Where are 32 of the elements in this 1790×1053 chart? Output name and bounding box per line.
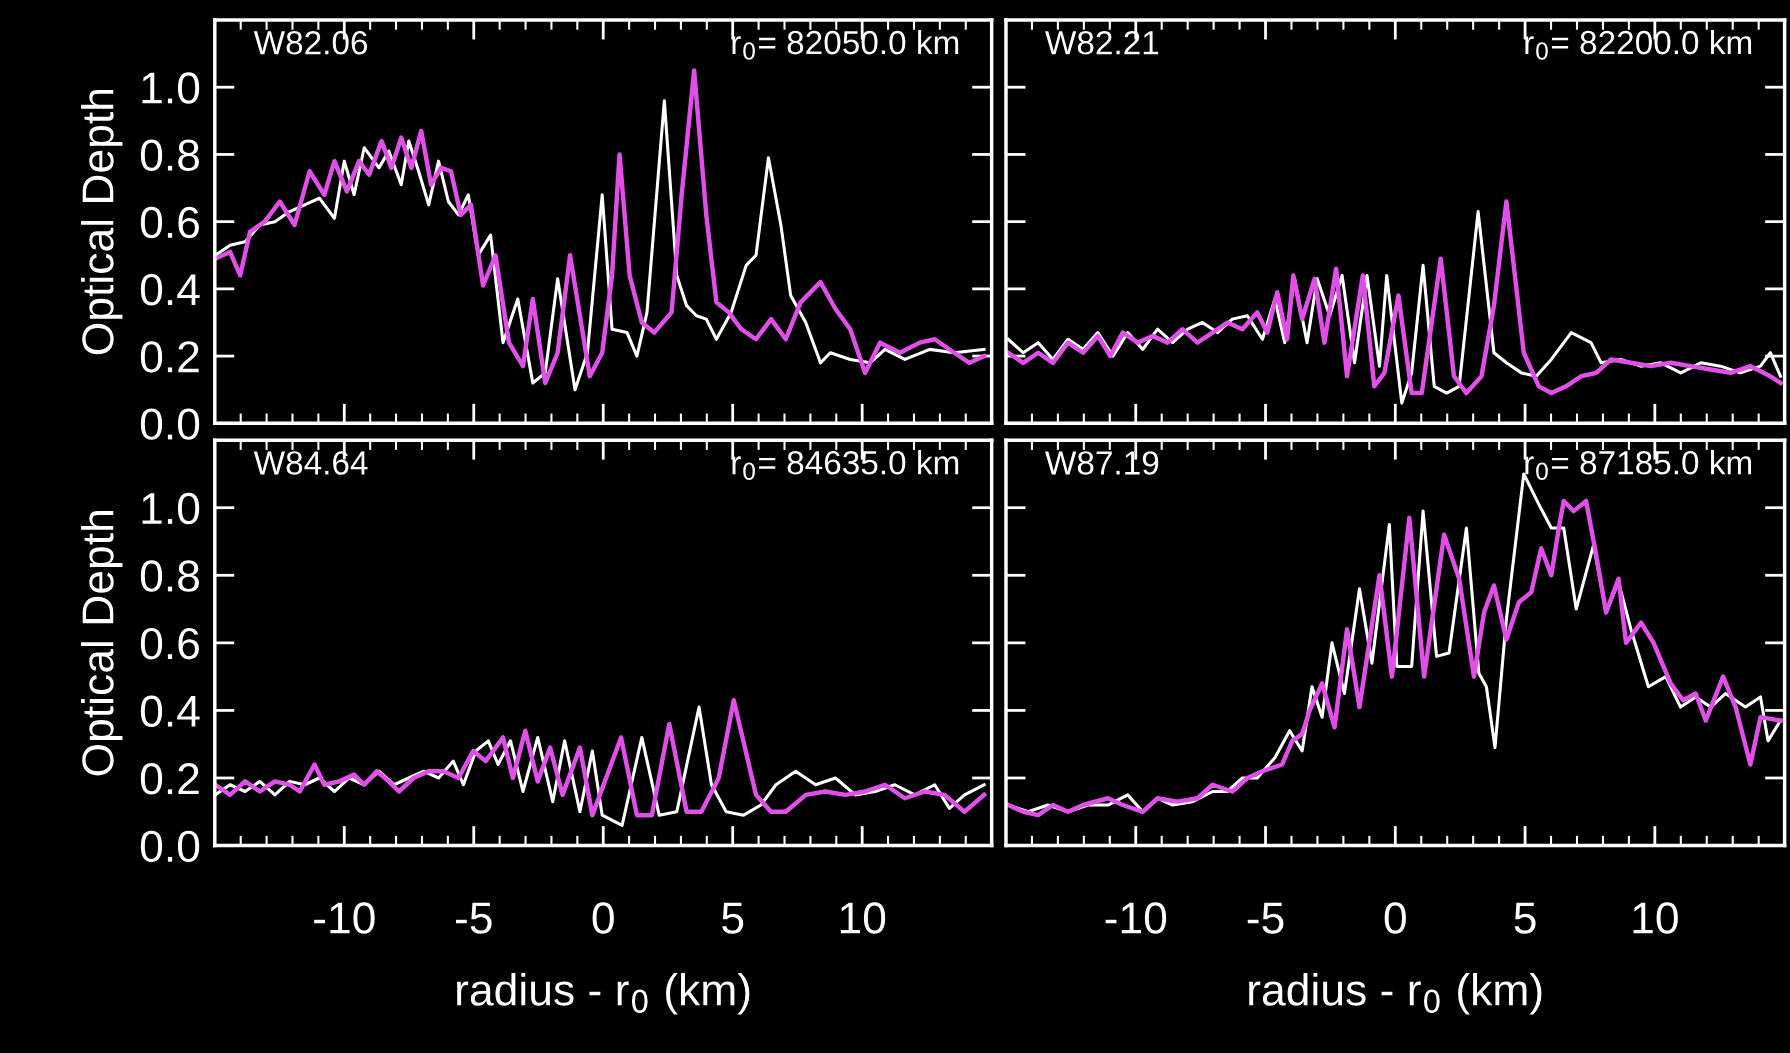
x-tick-label: 5: [1514, 902, 1536, 934]
y-tick-label: 0.2: [140, 763, 199, 795]
x-axis-title: radius - r$_{0}$ (km): [1249, 973, 1542, 1015]
annotation: r$_{0}$= 87185.0 km: [1525, 450, 1752, 481]
y-tick-label: 0.8: [140, 560, 199, 592]
y-tick-label: 1.0: [142, 492, 200, 525]
y-tick-label: 0.4: [140, 695, 200, 727]
x-tick-label: -10: [314, 902, 375, 934]
y-tick-label: 1.0: [142, 72, 200, 104]
y-tick-label: 0.8: [140, 139, 199, 171]
y-axis-title: Optical Depth: [81, 89, 123, 355]
x-axis-title: radius - r$_{0}$ (km): [457, 973, 750, 1015]
annotation: W82.06: [253, 30, 368, 55]
y-tick-label: 0.0: [140, 830, 200, 863]
x-tick-label: -5: [455, 902, 492, 934]
x-tick-label: 0: [1384, 902, 1406, 934]
x-tick-label: 10: [1633, 902, 1678, 934]
y-tick-label: 0.6: [140, 627, 199, 660]
y-tick-label: 0.2: [140, 341, 199, 373]
x-tick-label: -10: [1105, 902, 1167, 934]
annotation: W87.19: [1045, 451, 1159, 475]
y-axis-title: Optical Depth: [81, 511, 123, 776]
annotation: W84.64: [253, 451, 368, 475]
x-tick-label: -5: [1247, 902, 1284, 934]
annotation: r$_{0}$= 82200.0 km: [1525, 29, 1752, 60]
y-tick-label: 0.6: [140, 206, 199, 239]
x-tick-label: 10: [840, 902, 886, 934]
y-tick-label: 0.0: [140, 408, 200, 440]
x-tick-label: 5: [722, 902, 744, 934]
y-tick-label: 0.4: [140, 273, 200, 306]
x-tick-label: 0: [592, 902, 614, 934]
annotation: W82.21: [1045, 30, 1159, 55]
